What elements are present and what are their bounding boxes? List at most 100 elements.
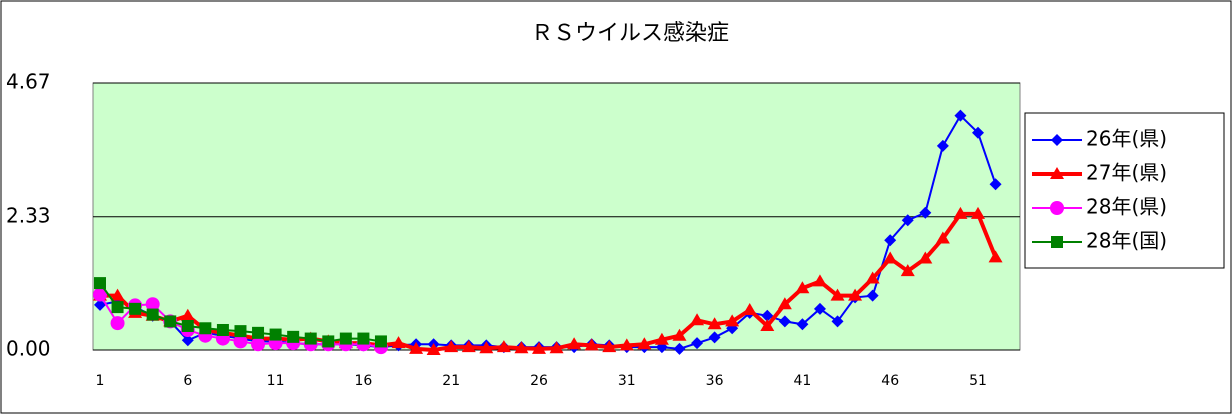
data-point <box>567 337 582 350</box>
data-point <box>953 206 968 219</box>
data-point <box>637 337 652 350</box>
data-point <box>181 334 194 347</box>
data-point <box>812 274 827 287</box>
data-point <box>479 341 494 354</box>
data-point <box>831 315 844 328</box>
data-point <box>426 343 441 355</box>
chart-title: ＲＳウイルス感染症 <box>531 21 729 46</box>
data-point <box>619 338 634 351</box>
data-point <box>93 287 107 302</box>
x-tick-label: 11 <box>267 373 285 389</box>
data-point <box>164 315 177 328</box>
data-point <box>883 251 898 264</box>
x-tick-label: 31 <box>618 373 636 389</box>
data-point <box>795 281 810 294</box>
data-point <box>813 302 826 315</box>
data-point <box>94 298 106 311</box>
data-point <box>357 332 370 345</box>
data-point <box>708 331 721 344</box>
data-point <box>251 337 266 352</box>
data-point <box>866 289 879 302</box>
legend-label: 28年(国) <box>1086 229 1167 253</box>
data-point <box>742 302 757 315</box>
data-point <box>287 330 300 343</box>
data-point <box>549 341 564 354</box>
data-point <box>532 341 546 354</box>
data-point <box>129 302 142 315</box>
data-point <box>110 288 125 301</box>
data-point <box>111 301 124 314</box>
data-point <box>901 214 914 227</box>
data-point <box>865 271 880 284</box>
data-point <box>760 318 775 331</box>
data-point <box>988 250 1003 263</box>
legend-marker <box>1050 167 1064 179</box>
data-point <box>690 313 705 326</box>
legend-label: 28年(県) <box>1086 195 1167 219</box>
data-point <box>918 251 933 264</box>
data-point <box>252 326 265 339</box>
data-point <box>496 340 511 353</box>
data-point <box>461 340 476 353</box>
y-tick-label: 4.67 <box>6 70 51 94</box>
x-tick-label: 46 <box>881 373 899 389</box>
data-point <box>584 338 599 351</box>
data-point <box>374 335 387 348</box>
data-point <box>725 314 740 327</box>
data-point <box>796 318 809 331</box>
data-point <box>989 178 1002 191</box>
x-tick-label: 21 <box>442 373 460 389</box>
y-tick-label: 0.00 <box>6 337 51 361</box>
data-point <box>339 332 352 345</box>
data-point <box>673 342 686 355</box>
x-tick-label: 51 <box>969 373 987 389</box>
x-tick-label: 36 <box>706 373 724 389</box>
data-point <box>94 277 106 290</box>
data-point <box>514 341 529 354</box>
legend-marker <box>1051 134 1063 146</box>
data-point <box>181 319 194 332</box>
x-tick-label: 16 <box>354 373 372 389</box>
data-point <box>691 337 704 350</box>
legend-marker <box>1051 236 1063 248</box>
x-tick-label: 1 <box>96 373 105 389</box>
data-point <box>778 315 791 328</box>
legend-label: 27年(県) <box>1086 161 1167 185</box>
data-point <box>199 322 212 335</box>
data-point <box>672 328 687 341</box>
data-point <box>234 325 247 338</box>
data-point <box>900 264 915 277</box>
data-point <box>444 340 459 353</box>
data-point <box>391 336 406 349</box>
data-point <box>304 332 317 345</box>
data-point <box>830 288 845 301</box>
data-point <box>707 317 722 330</box>
data-point <box>145 297 160 312</box>
data-point <box>233 334 248 349</box>
data-point <box>884 234 897 247</box>
data-point <box>409 341 424 354</box>
data-point <box>180 308 195 321</box>
data-point <box>602 340 617 353</box>
data-point <box>269 328 282 341</box>
legend-label: 26年(県) <box>1086 127 1167 151</box>
data-point <box>777 297 792 310</box>
series-line <box>100 211 998 353</box>
data-point <box>761 309 774 322</box>
x-tick-label: 26 <box>530 373 548 389</box>
data-point <box>935 231 950 244</box>
data-point <box>936 139 949 152</box>
data-point <box>954 109 967 122</box>
x-tick-label: 41 <box>793 373 811 389</box>
data-point <box>971 206 985 219</box>
data-point <box>216 323 229 336</box>
data-point <box>146 308 159 321</box>
data-point <box>848 288 863 301</box>
data-point <box>322 335 335 348</box>
data-point <box>919 206 932 219</box>
x-tick-label: 6 <box>183 373 192 389</box>
data-point <box>972 126 984 139</box>
legend-marker <box>1050 201 1064 215</box>
data-point <box>654 332 669 345</box>
